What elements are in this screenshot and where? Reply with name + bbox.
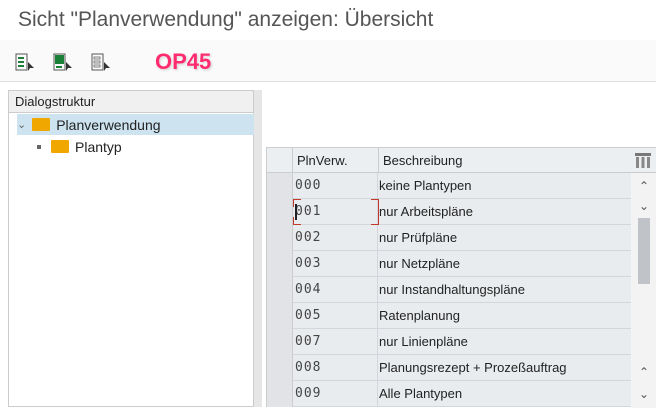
vertical-scrollbar[interactable]: ⌃ ⌄ ⌃ ⌄ [631,173,656,408]
chevron-down-icon[interactable]: ⌄ [17,119,27,131]
table-row[interactable]: 009 Alle Plantypen [267,381,631,407]
plnverw-cell[interactable]: 005 [295,308,322,323]
tree-node-label: Planverwendung [56,116,161,133]
column-divider [377,199,378,225]
table-row[interactable]: 002 nur Prüfpläne [267,225,631,251]
table-row[interactable]: 005 Ratenplanung [267,303,631,329]
splitter[interactable] [254,90,262,407]
plnverw-cell[interactable]: 000 [295,178,322,193]
transaction-code: OP45 [155,49,212,74]
column-header-beschreibung[interactable]: Beschreibung [379,148,656,173]
column-divider [377,329,378,355]
plnverw-cell[interactable]: 004 [295,282,322,297]
beschreibung-cell: Alle Plantypen [379,386,463,401]
tree-node-plantyp[interactable]: Plantyp [37,136,122,157]
column-divider [377,173,378,199]
beschreibung-cell: nur Linienpläne [379,334,468,349]
plnverw-cell[interactable]: 007 [295,334,322,349]
column-divider [377,277,378,303]
column-divider [377,225,378,251]
scroll-page-up-icon[interactable]: ⌃ [638,365,650,379]
table-row[interactable]: 007 nur Linienpläne [267,329,631,355]
beschreibung-cell: nur Arbeitspläne [379,204,473,219]
row-selector[interactable] [267,303,293,329]
content-area: PlnVerw. Beschreibung 000 keine Plantypen… [262,90,656,408]
plnverw-cell[interactable]: 008 [295,360,322,375]
table-row[interactable]: 008 Planungsrezept + Prozeßauftrag [267,355,631,381]
dialog-structure-header: Dialogstruktur [9,90,253,113]
beschreibung-cell: Ratenplanung [379,308,460,323]
row-selector[interactable] [267,329,293,355]
table-row[interactable]: 001 nur Arbeitspläne [267,199,631,225]
column-divider [377,303,378,329]
select-all-icon[interactable] [14,52,36,74]
row-selector-header[interactable] [267,148,293,173]
deselect-all-icon[interactable] [90,52,112,74]
column-divider [377,355,378,381]
tree-node-planverwendung[interactable]: ⌄ Planverwendung [17,114,254,135]
table-row[interactable]: 000 keine Plantypen [267,173,631,199]
row-selector[interactable] [267,355,293,381]
plnverw-cell[interactable]: 009 [295,386,322,401]
open-folder-icon [32,118,51,131]
row-selector[interactable] [267,277,293,303]
row-selector[interactable] [267,381,293,407]
select-block-icon[interactable] [52,52,74,74]
beschreibung-cell: keine Plantypen [379,178,472,193]
dialog-structure-panel: Dialogstruktur ⌄ Planverwendung Plantyp [8,90,254,407]
row-selector[interactable] [267,199,293,225]
beschreibung-cell: nur Prüfpläne [379,230,458,245]
text-cursor [295,204,297,220]
plnverw-cell[interactable]: 003 [295,256,322,271]
beschreibung-cell: nur Instandhaltungspläne [379,282,526,297]
table-row[interactable]: 003 nur Netzpläne [267,251,631,277]
table-row[interactable]: 004 nur Instandhaltungspläne [267,277,631,303]
folder-icon [51,140,69,153]
bullet-icon [37,144,41,149]
row-selector[interactable] [267,173,293,199]
scroll-up-icon[interactable]: ⌃ [638,179,650,193]
page-title: Sicht "Planverwendung" anzeigen: Übersic… [18,8,434,31]
row-selector[interactable] [267,251,293,277]
toolbar: OP45 [0,40,656,82]
plnverw-cell[interactable]: 001 [295,204,322,219]
tree-node-label: Plantyp [75,138,122,155]
column-settings-icon[interactable] [634,152,652,169]
scroll-thumb[interactable] [638,218,650,284]
scroll-down-icon[interactable]: ⌄ [638,199,650,213]
beschreibung-cell: Planungsrezept + Prozeßauftrag [379,360,567,375]
row-selector[interactable] [267,225,293,251]
scroll-page-down-icon[interactable]: ⌄ [638,387,650,401]
data-table: PlnVerw. Beschreibung 000 keine Plantypen… [266,147,656,408]
plnverw-cell[interactable]: 002 [295,230,322,245]
beschreibung-cell: nur Netzpläne [379,256,460,271]
column-divider [377,381,378,407]
column-divider [377,251,378,277]
column-header-plnverw[interactable]: PlnVerw. [293,148,379,173]
